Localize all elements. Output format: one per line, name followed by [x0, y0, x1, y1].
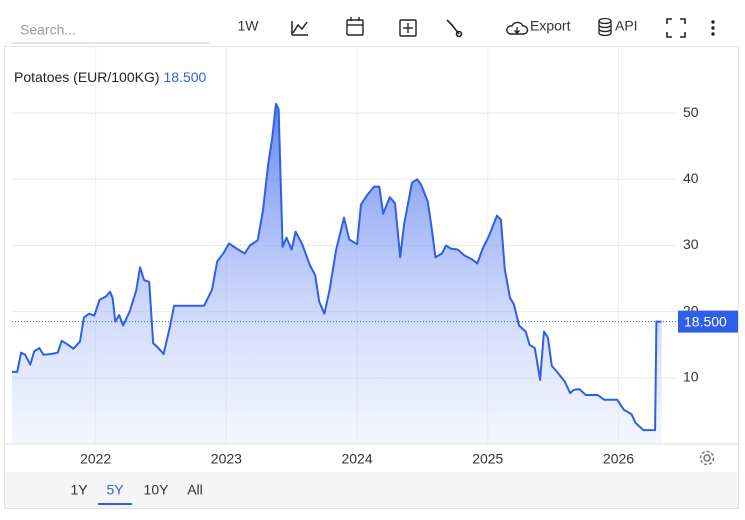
range-button[interactable]: 5Y: [106, 482, 124, 498]
y-tick-label: 10: [683, 369, 699, 385]
export-button[interactable]: Export: [530, 18, 571, 34]
calendar-icon[interactable]: [346, 17, 364, 36]
x-tick-label: 2023: [211, 451, 242, 467]
y-tick-label: 50: [683, 104, 699, 120]
chart-type-icon[interactable]: [291, 21, 308, 36]
x-tick-label: 2026: [603, 451, 634, 467]
search-input[interactable]: Search...: [20, 22, 76, 38]
line: [12, 102, 662, 432]
x-tick-label: 2022: [80, 451, 111, 467]
fullscreen-icon[interactable]: [666, 18, 686, 38]
interval-button[interactable]: 1W: [238, 18, 260, 34]
range-button[interactable]: All: [187, 482, 203, 498]
api-button[interactable]: API: [615, 18, 638, 34]
y-tick-label: 40: [683, 170, 699, 186]
x-tick-label: 2024: [341, 451, 372, 467]
chart-frame: [4, 46, 739, 509]
range-button[interactable]: 1Y: [70, 482, 88, 498]
x-tick-label: 2025: [472, 451, 503, 467]
range-bar: [5, 472, 738, 508]
compare-icon[interactable]: [399, 19, 417, 37]
api-icon[interactable]: [598, 17, 612, 37]
export-icon[interactable]: [506, 21, 529, 35]
menu-icon[interactable]: [711, 20, 715, 36]
legend-last-value: 18.500: [164, 69, 207, 85]
range-button[interactable]: 10Y: [144, 482, 170, 498]
y-tick-label: 30: [683, 236, 699, 252]
settings-wrench-icon[interactable]: [446, 19, 463, 38]
legend-series-name: Potatoes (EUR/100KG): [14, 69, 160, 85]
chart-settings-icon[interactable]: [699, 450, 715, 466]
area-fill: [12, 103, 662, 445]
legend: Potatoes (EUR/100KG) 18.500: [14, 69, 207, 85]
last-value-label: 18.500: [684, 313, 727, 329]
last-value-box: [678, 310, 738, 333]
